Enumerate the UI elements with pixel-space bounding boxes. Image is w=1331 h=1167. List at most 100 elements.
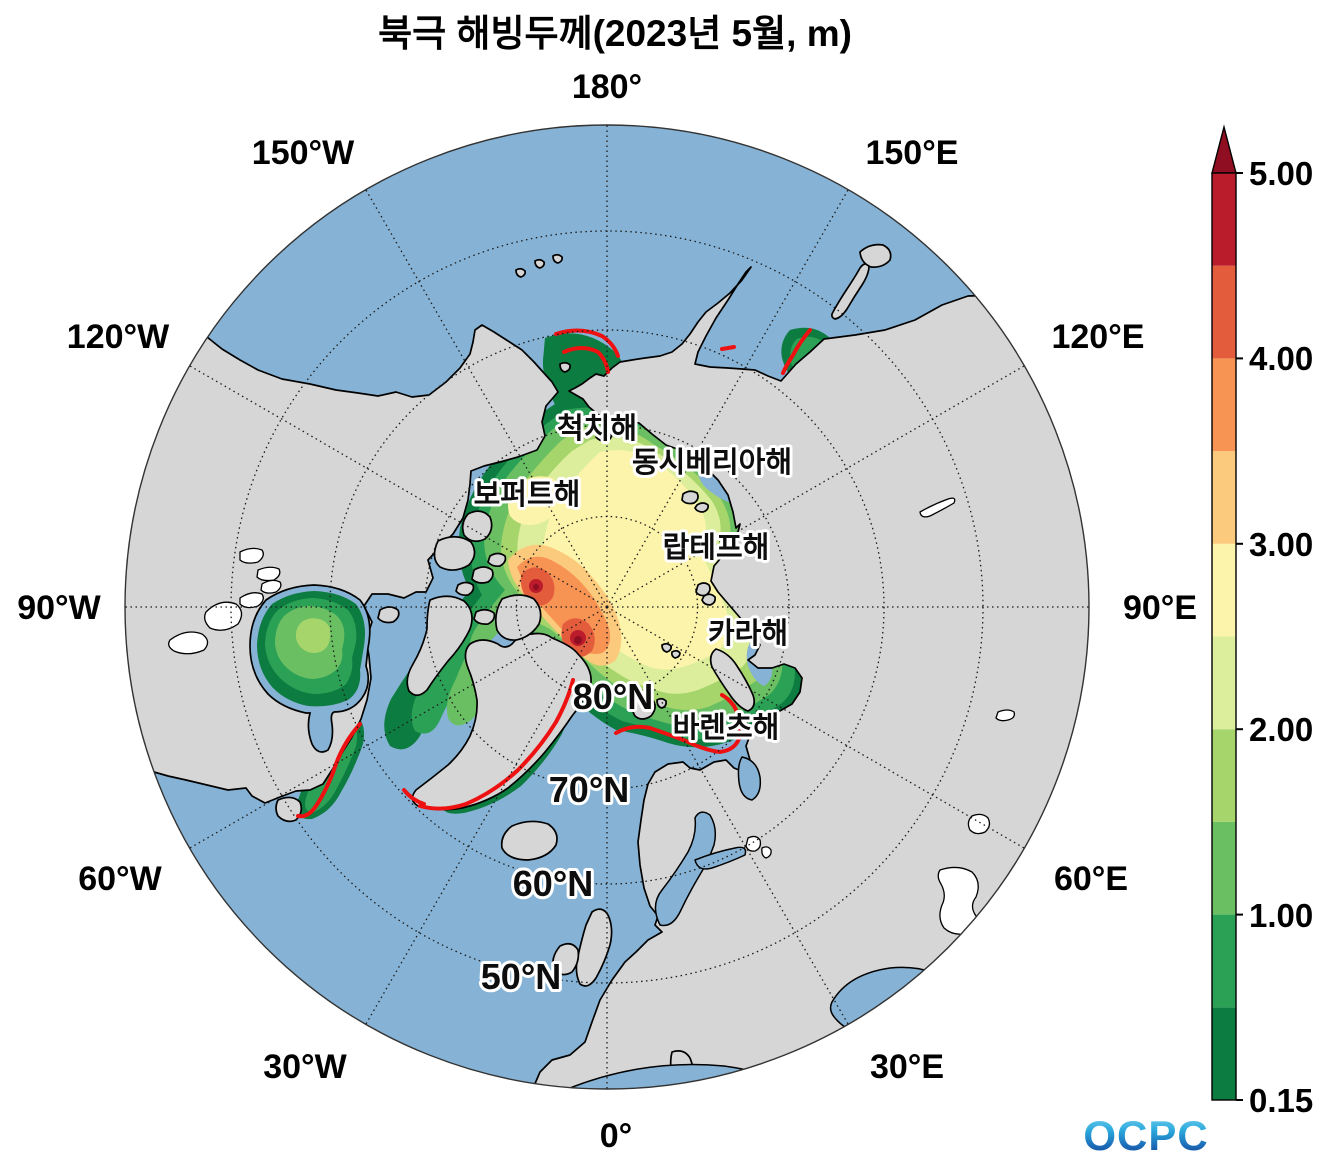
cb-seg-4 bbox=[1212, 636, 1236, 730]
aral-sea bbox=[967, 813, 991, 835]
island-aleutian-3 bbox=[552, 253, 564, 264]
lake-onega bbox=[761, 846, 772, 859]
cb-seg-8 bbox=[1212, 265, 1236, 359]
cb-seg-2 bbox=[1212, 821, 1236, 915]
caspian-sea bbox=[937, 866, 979, 935]
island-banks bbox=[461, 510, 493, 543]
island-franz-josef-1 bbox=[661, 642, 673, 653]
figure-title: 북극 해빙두께(2023년 5월, m) bbox=[378, 13, 852, 54]
cb-seg-7 bbox=[1212, 358, 1236, 452]
cb-seg-0 bbox=[1212, 1007, 1236, 1100]
colorbar-ticks bbox=[1236, 172, 1243, 1101]
lake-ladoga bbox=[745, 835, 762, 852]
island-st-lawrence bbox=[559, 361, 571, 373]
lat-circle-60n bbox=[329, 329, 885, 885]
island-ellesmere bbox=[494, 594, 542, 641]
cb-label-2: 2.00 bbox=[1249, 711, 1313, 748]
island-devon bbox=[473, 608, 496, 625]
sea-label-laptev: 랍테프해 bbox=[663, 531, 770, 564]
ocpc-logo: OCPC bbox=[1083, 1112, 1208, 1159]
meridian-30w bbox=[365, 606, 608, 1025]
map-labels: 척치해 동시베리아해 보퍼트해 랍테프해 카라해 바렌츠해 80°N 70°N … bbox=[471, 409, 795, 1000]
hudson-bay bbox=[249, 584, 371, 753]
ice-core-fram bbox=[574, 636, 582, 644]
cb-seg-3 bbox=[1212, 729, 1236, 822]
sea-label-chukchi: 척치해 bbox=[557, 412, 637, 445]
island-victoria bbox=[433, 535, 476, 571]
longitude-labels: 180° 150°E 120°E 90°E 60°E 30°E 0° 30°W … bbox=[17, 68, 1197, 1155]
lon-label-0: 0° bbox=[600, 1117, 633, 1155]
baltic-sea bbox=[654, 811, 717, 927]
red-ice-edge-contours bbox=[296, 328, 812, 819]
island-newfoundland bbox=[275, 796, 303, 823]
sea-label-east-siberian: 동시베리아해 bbox=[632, 446, 792, 479]
island-baffin bbox=[406, 595, 473, 697]
island-iceland bbox=[500, 820, 558, 861]
red-line-bering-inner bbox=[562, 346, 610, 374]
land-north-america bbox=[125, 324, 559, 821]
cb-seg-6 bbox=[1212, 451, 1236, 544]
cb-label-1: 1.00 bbox=[1249, 897, 1313, 934]
meridian-150w bbox=[365, 189, 608, 608]
colorbar-tick-labels: 5.00 4.00 3.00 2.00 1.00 0.15 bbox=[1249, 155, 1313, 1119]
lat-label-70n: 70°N bbox=[549, 769, 629, 810]
lon-label-180: 180° bbox=[572, 68, 642, 106]
red-line-labrador bbox=[296, 722, 362, 819]
lon-label-90w: 90°W bbox=[17, 589, 101, 627]
island-aleutian-1 bbox=[515, 267, 527, 278]
red-line-bering-outer bbox=[554, 328, 620, 358]
lon-label-60w: 60°W bbox=[78, 860, 162, 898]
gulf-of-finland bbox=[694, 846, 747, 870]
lon-label-90e: 90°E bbox=[1123, 589, 1197, 627]
meridian-30e bbox=[606, 606, 849, 1025]
lake-baikal bbox=[919, 497, 956, 518]
sea-label-kara: 카라해 bbox=[708, 617, 788, 650]
graticule bbox=[125, 125, 1089, 1089]
island-svalbard bbox=[631, 696, 656, 720]
land-eurasia bbox=[533, 266, 1089, 1089]
lon-label-30w: 30°W bbox=[263, 1048, 347, 1086]
island-sakhalin bbox=[831, 263, 870, 320]
lon-label-30e: 30°E bbox=[870, 1048, 944, 1086]
island-qe3 bbox=[455, 581, 475, 597]
ice-pale-beaufort bbox=[508, 476, 563, 525]
cb-seg-1 bbox=[1212, 914, 1236, 1008]
lake-michigan-huron bbox=[204, 601, 243, 631]
island-svalbard-ne bbox=[656, 697, 668, 709]
island-wrangel bbox=[595, 429, 613, 443]
lake-great-slave bbox=[256, 566, 281, 582]
island-new-siberian-1 bbox=[681, 490, 699, 505]
lake-great-bear bbox=[239, 547, 264, 564]
lon-label-120w: 120°W bbox=[67, 318, 170, 356]
lat-label-80n: 80°N bbox=[573, 676, 653, 717]
lat-label-60n: 60°N bbox=[513, 863, 593, 904]
colorbar: 5.00 4.00 3.00 2.00 1.00 0.15 bbox=[1211, 124, 1313, 1119]
ice-level-over bbox=[533, 584, 582, 644]
map-boundary-circle bbox=[124, 124, 1090, 1090]
lake-balkhash bbox=[995, 709, 1016, 722]
lon-label-120e: 120°E bbox=[1051, 318, 1144, 356]
island-ireland bbox=[552, 942, 580, 976]
meridian-60w bbox=[189, 606, 608, 849]
cb-seg-5 bbox=[1212, 543, 1236, 637]
lon-label-150e: 150°E bbox=[865, 134, 958, 172]
island-franz-josef-2 bbox=[670, 649, 681, 659]
cb-label-4: 4.00 bbox=[1249, 340, 1313, 377]
polar-map bbox=[125, 125, 1089, 1089]
meridian-60e bbox=[606, 606, 1025, 849]
island-severnaya-1 bbox=[695, 582, 711, 597]
island-qe2 bbox=[487, 552, 507, 568]
red-line-greenland bbox=[418, 678, 575, 811]
hudson-ice-l3 bbox=[295, 618, 331, 653]
ice-core-north bbox=[533, 584, 539, 590]
sea-label-beaufort: 보퍼트해 bbox=[474, 478, 581, 511]
white-sea bbox=[737, 756, 762, 801]
lake-ontario bbox=[260, 579, 282, 594]
meridian-150e bbox=[606, 189, 849, 608]
red-line-bering-dot bbox=[720, 345, 736, 351]
lon-label-150w: 150°W bbox=[252, 134, 355, 172]
colorbar-extend-arrow bbox=[1211, 124, 1237, 174]
island-new-siberian-2 bbox=[694, 502, 709, 513]
red-line-greenland-hook bbox=[402, 788, 426, 806]
